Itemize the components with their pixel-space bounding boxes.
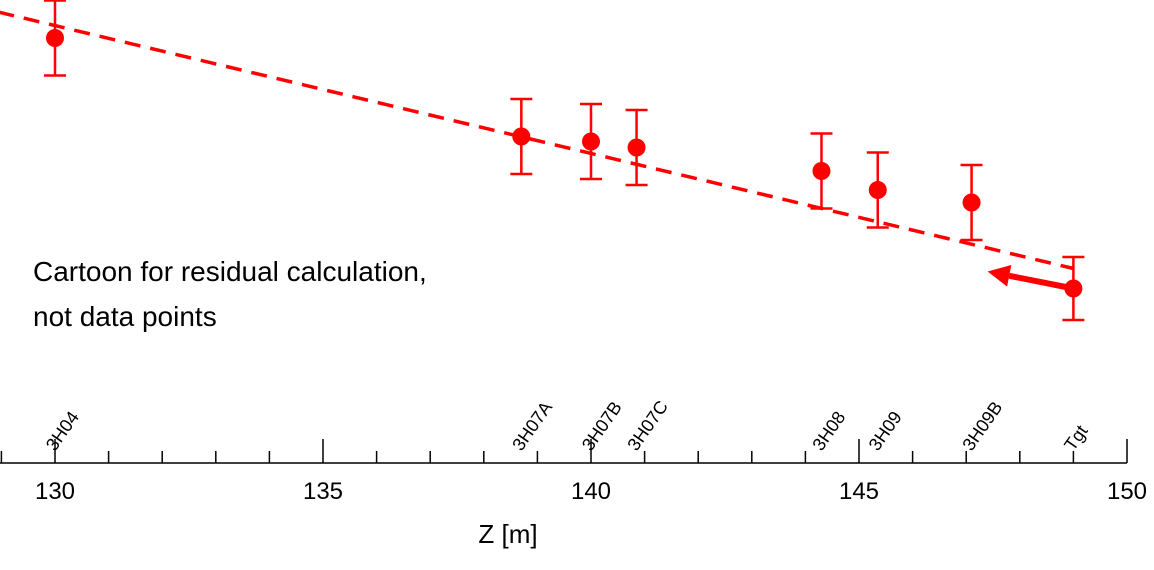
station-label: 3H08 xyxy=(808,408,849,455)
data-point xyxy=(510,97,533,176)
data-point xyxy=(580,102,602,181)
point-marker xyxy=(868,181,887,199)
station-label: 3H04 xyxy=(42,408,83,455)
data-point xyxy=(810,132,833,210)
x-axis: 130 135 140 145 150 xyxy=(0,439,1147,505)
x-tick-label: 135 xyxy=(303,478,343,505)
point-marker xyxy=(962,193,981,212)
station-label: 3H07A xyxy=(508,398,556,455)
station-label: 3H07B xyxy=(578,398,626,455)
point-marker xyxy=(627,138,646,157)
station-label: 3H09 xyxy=(865,408,906,455)
fit-line-layer xyxy=(0,10,1074,271)
x-tick-label: 150 xyxy=(1107,478,1147,505)
annotation-line-1: Cartoon for residual calculation, xyxy=(33,256,427,287)
station-label: 3H09B xyxy=(958,398,1006,455)
annotation-line-2: not data points xyxy=(33,301,217,332)
x-tick-label: 130 xyxy=(35,478,75,505)
data-point xyxy=(625,108,648,187)
x-tick-label: 140 xyxy=(571,478,611,505)
x-axis-title: Z [m] xyxy=(478,519,537,549)
residual-arrow-head xyxy=(987,264,1012,287)
data-point xyxy=(960,163,983,242)
points-layer xyxy=(44,0,1085,322)
point-marker xyxy=(582,132,600,151)
residual-arrow-shaft xyxy=(1008,272,1074,292)
station-label: Tgt xyxy=(1060,422,1091,455)
point-marker xyxy=(512,127,531,146)
data-point xyxy=(866,151,889,229)
point-marker xyxy=(812,162,831,180)
arrow-layer xyxy=(987,264,1074,292)
point-marker xyxy=(46,29,64,47)
station-label: 3H07C xyxy=(623,397,672,454)
fit-line xyxy=(0,10,1074,271)
x-tick-label: 145 xyxy=(839,478,879,505)
data-point xyxy=(44,0,66,77)
